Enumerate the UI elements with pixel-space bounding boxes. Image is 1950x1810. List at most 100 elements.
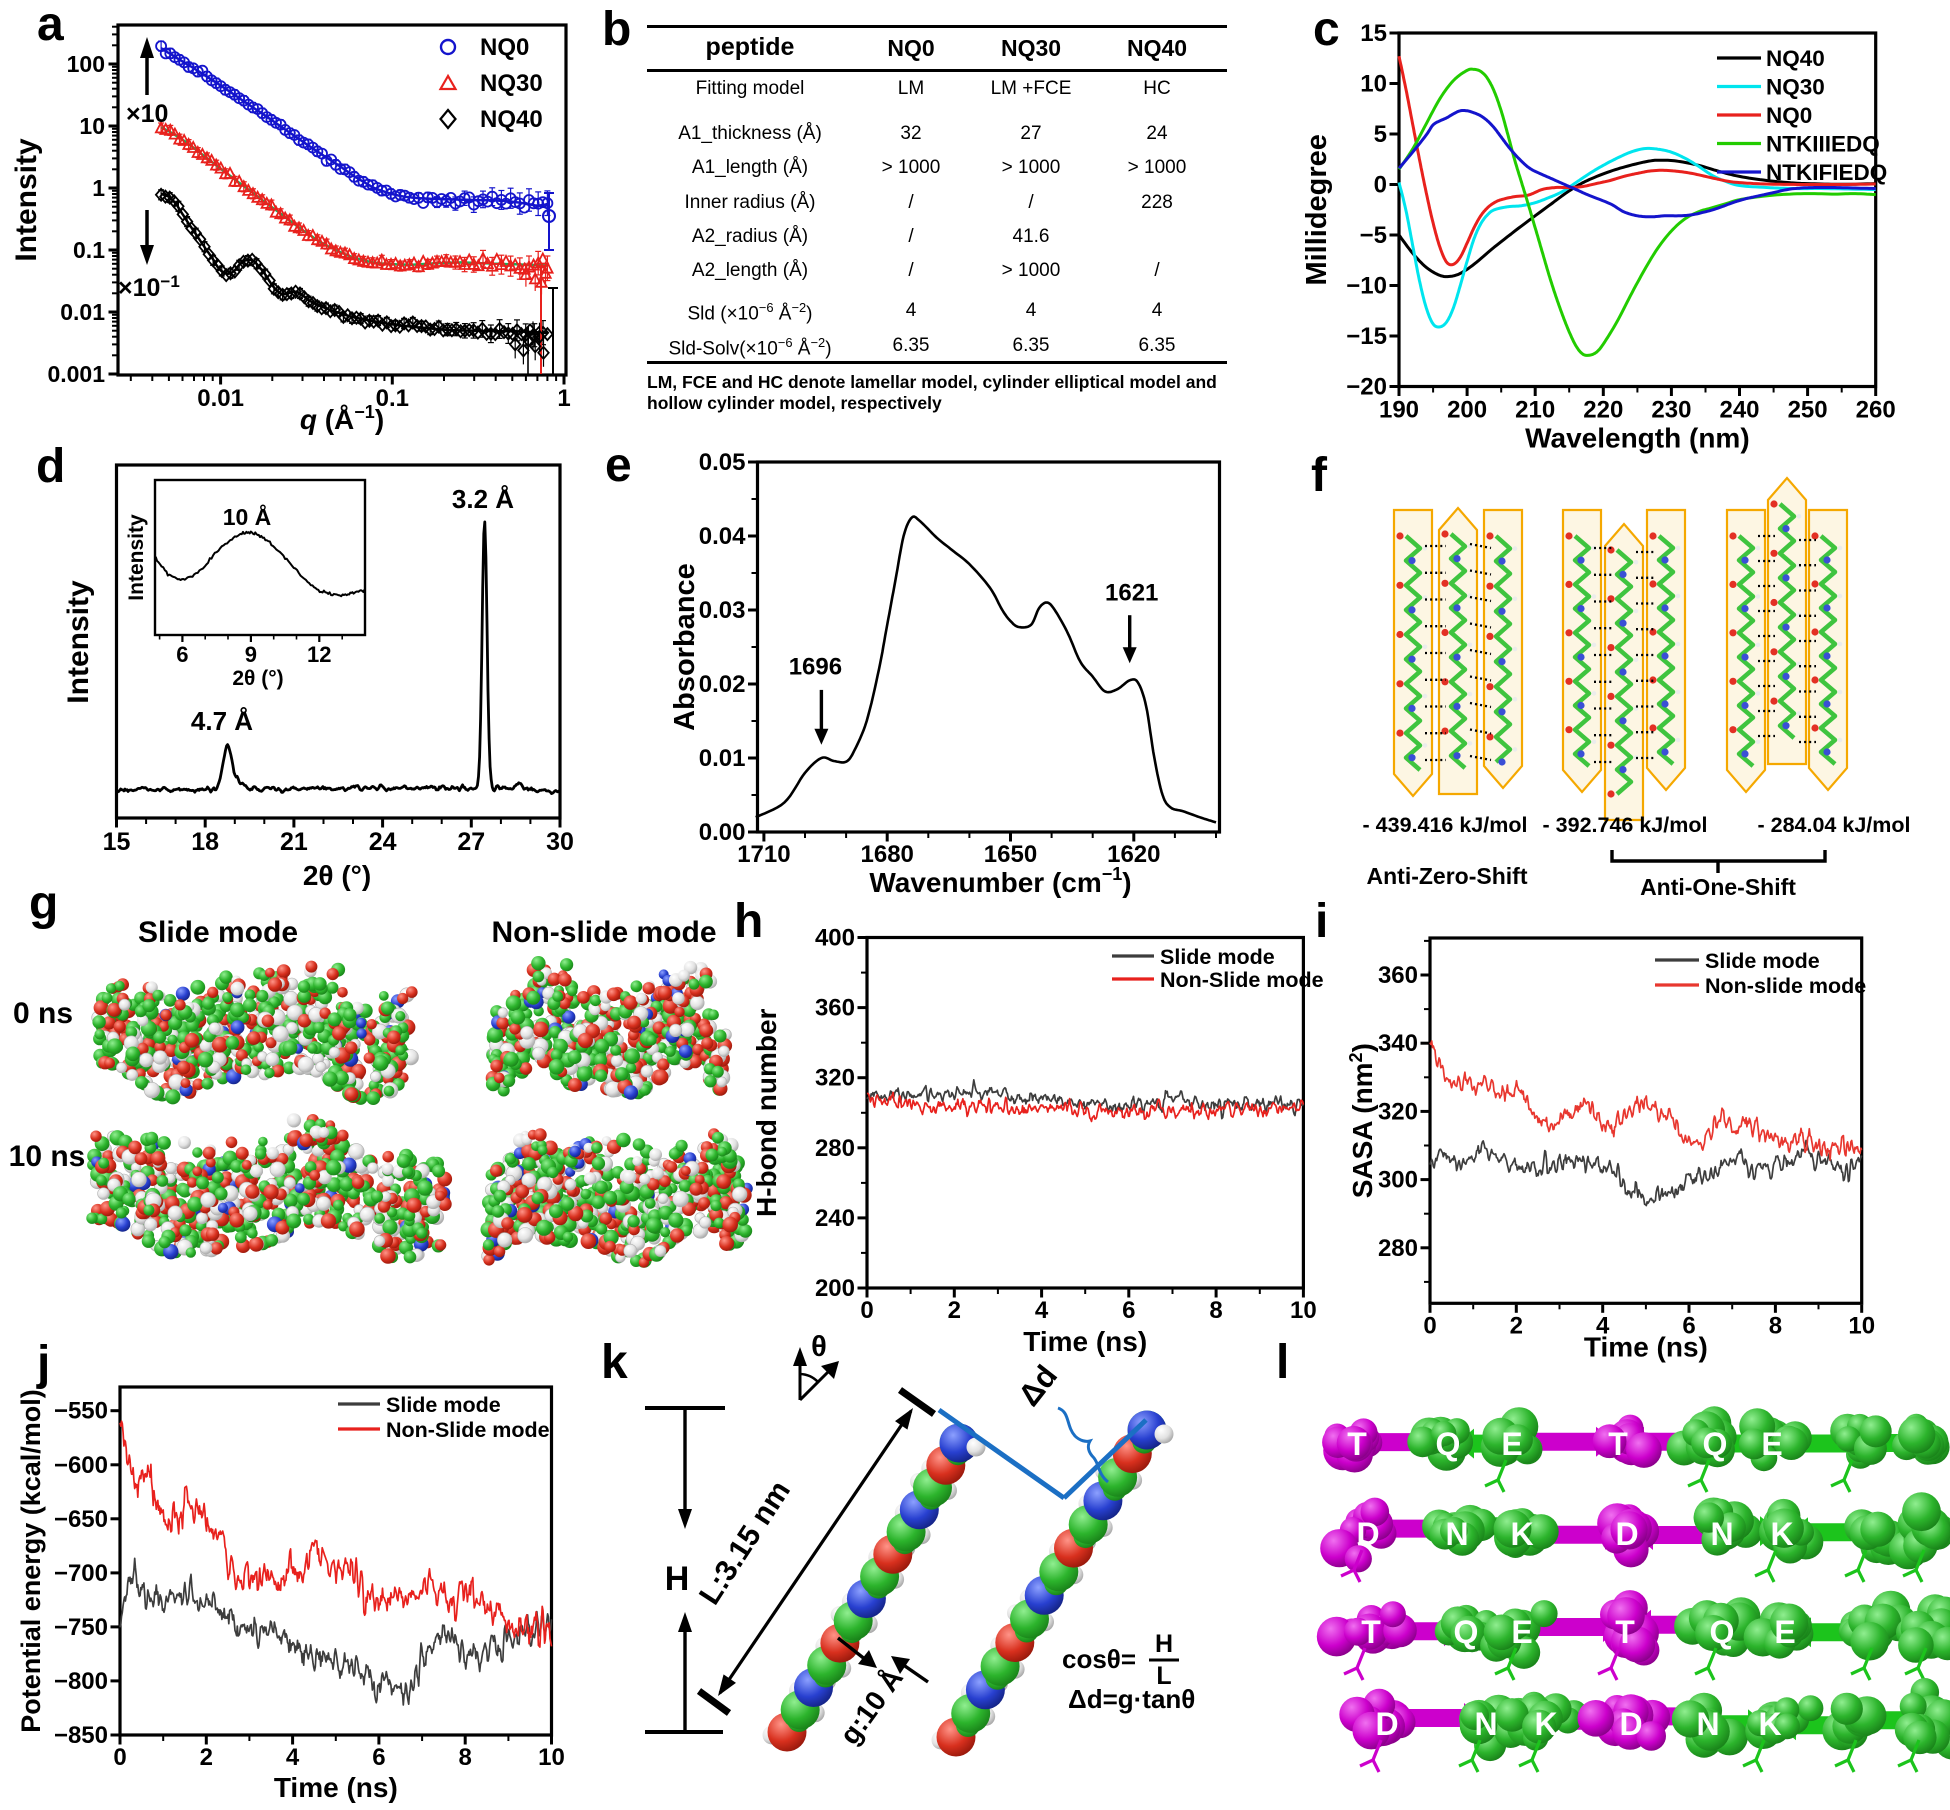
svg-text:0: 0 [1374, 172, 1387, 199]
svg-text:- 439.416 kJ/mol: - 439.416 kJ/mol [1363, 813, 1528, 837]
svg-text:NQ0: NQ0 [480, 34, 529, 61]
svg-text:1680: 1680 [861, 841, 914, 868]
svg-text:×10−1: ×10−1 [118, 272, 180, 302]
svg-text:Q: Q [1710, 1614, 1735, 1650]
svg-text:2θ (°): 2θ (°) [303, 860, 371, 891]
svg-text:1620: 1620 [1107, 841, 1160, 868]
svg-text:0.01: 0.01 [197, 385, 244, 412]
svg-text:15: 15 [1360, 20, 1387, 47]
svg-text:320: 320 [815, 1065, 855, 1092]
svg-text:Wavenumber (cm−1): Wavenumber (cm−1) [869, 864, 1131, 898]
svg-text:T: T [1361, 1614, 1381, 1650]
svg-text:10: 10 [1848, 1312, 1875, 1339]
svg-text:H-bond number: H-bond number [751, 1008, 782, 1217]
svg-text:210: 210 [1515, 397, 1555, 424]
svg-text:6: 6 [176, 642, 188, 667]
svg-text:280: 280 [815, 1135, 855, 1162]
svg-text:NTKIFIEDQ: NTKIFIEDQ [1766, 160, 1887, 185]
svg-text:4: 4 [1035, 1297, 1049, 1324]
svg-text:E: E [1774, 1614, 1795, 1650]
svg-text:190: 190 [1379, 397, 1419, 424]
svg-text:2: 2 [948, 1297, 961, 1324]
svg-text:NTKIIIEDQ: NTKIIIEDQ [1766, 132, 1880, 157]
svg-text:1650: 1650 [984, 841, 1037, 868]
svg-text:N: N [1445, 1516, 1468, 1552]
svg-text:4: 4 [1596, 1312, 1610, 1339]
svg-text:0 ns: 0 ns [13, 997, 73, 1030]
svg-text:K: K [1534, 1706, 1557, 1742]
svg-text:H: H [665, 1560, 690, 1598]
svg-text:cosθ=: cosθ= [1062, 1644, 1136, 1674]
svg-text:260: 260 [1856, 397, 1896, 424]
svg-text:NQ30: NQ30 [1766, 75, 1825, 100]
svg-text:NQ40: NQ40 [480, 106, 543, 133]
svg-text:Intensity: Intensity [125, 514, 148, 601]
svg-text:300: 300 [1378, 1167, 1418, 1194]
svg-text:18: 18 [191, 828, 219, 856]
svg-text:1: 1 [557, 385, 570, 412]
svg-text:Millidegree: Millidegree [1301, 134, 1333, 285]
svg-text:200: 200 [1447, 397, 1487, 424]
svg-text:320: 320 [1378, 1098, 1418, 1125]
svg-text:T: T [1347, 1426, 1367, 1462]
svg-text:H: H [1155, 1630, 1173, 1658]
svg-text:Time (ns): Time (ns) [274, 1772, 398, 1803]
svg-text:NQ30: NQ30 [480, 70, 543, 97]
svg-text:10: 10 [538, 1744, 565, 1771]
svg-text:T: T [1608, 1426, 1628, 1462]
svg-text:Δd: Δd [1011, 1359, 1064, 1413]
svg-text:−20: −20 [1346, 374, 1387, 401]
svg-text:T: T [1615, 1614, 1635, 1650]
svg-text:Q: Q [1703, 1426, 1728, 1462]
svg-text:10 ns: 10 ns [9, 1140, 86, 1173]
svg-text:−850: −850 [54, 1722, 108, 1749]
svg-text:4: 4 [286, 1744, 300, 1771]
svg-text:−15: −15 [1346, 323, 1387, 350]
svg-text:5: 5 [1374, 121, 1387, 148]
svg-text:E: E [1511, 1614, 1532, 1650]
svg-text:D: D [1615, 1516, 1638, 1552]
svg-text:8: 8 [1769, 1312, 1782, 1339]
svg-text:400: 400 [815, 925, 855, 952]
svg-text:21: 21 [280, 828, 308, 856]
svg-text:Δd=g·tanθ: Δd=g·tanθ [1068, 1684, 1195, 1714]
svg-text:10: 10 [1290, 1297, 1317, 1324]
svg-text:Non-Slide mode: Non-Slide mode [1160, 968, 1324, 992]
svg-text:N: N [1474, 1706, 1497, 1742]
svg-text:Intensity: Intensity [10, 138, 43, 262]
svg-text:Absorbance: Absorbance [669, 563, 701, 731]
svg-text:−550: −550 [54, 1398, 108, 1425]
svg-text:N: N [1696, 1706, 1719, 1742]
svg-text:θ: θ [811, 1331, 827, 1363]
svg-text:6: 6 [1122, 1297, 1135, 1324]
svg-text:0.1: 0.1 [73, 237, 105, 263]
svg-text:D: D [1356, 1516, 1379, 1552]
svg-text:220: 220 [1583, 397, 1623, 424]
svg-text:−600: −600 [54, 1452, 108, 1479]
svg-text:Slide mode: Slide mode [1160, 945, 1275, 969]
svg-text:- 284.04 kJ/mol: - 284.04 kJ/mol [1758, 813, 1911, 837]
svg-text:Non-Slide mode: Non-Slide mode [386, 1418, 550, 1442]
svg-text:Slide mode: Slide mode [138, 916, 298, 949]
svg-text:- 392.746 kJ/mol: - 392.746 kJ/mol [1543, 813, 1708, 837]
svg-text:Intensity: Intensity [62, 580, 95, 704]
svg-text:NQ0: NQ0 [1766, 103, 1812, 128]
svg-text:−5: −5 [1360, 222, 1387, 249]
svg-text:E: E [1501, 1426, 1522, 1462]
svg-text:8: 8 [459, 1744, 472, 1771]
svg-text:6: 6 [1682, 1312, 1695, 1339]
svg-text:Potential energy (kcal/mol): Potential energy (kcal/mol) [16, 1389, 46, 1733]
svg-text:Non-slide mode: Non-slide mode [491, 916, 716, 949]
svg-text:Slide mode: Slide mode [386, 1393, 501, 1417]
svg-text:1710: 1710 [737, 841, 790, 868]
svg-text:Anti-One-Shift: Anti-One-Shift [1640, 874, 1796, 900]
svg-text:27: 27 [457, 828, 485, 856]
svg-text:D: D [1375, 1706, 1398, 1742]
svg-text:10 Å: 10 Å [223, 503, 272, 530]
svg-text:D: D [1619, 1706, 1642, 1742]
svg-text:0.05: 0.05 [699, 449, 746, 476]
svg-text:250: 250 [1788, 397, 1828, 424]
svg-text:2θ (°): 2θ (°) [232, 667, 283, 690]
svg-text:1621: 1621 [1105, 579, 1158, 606]
svg-text:0.04: 0.04 [699, 523, 746, 550]
